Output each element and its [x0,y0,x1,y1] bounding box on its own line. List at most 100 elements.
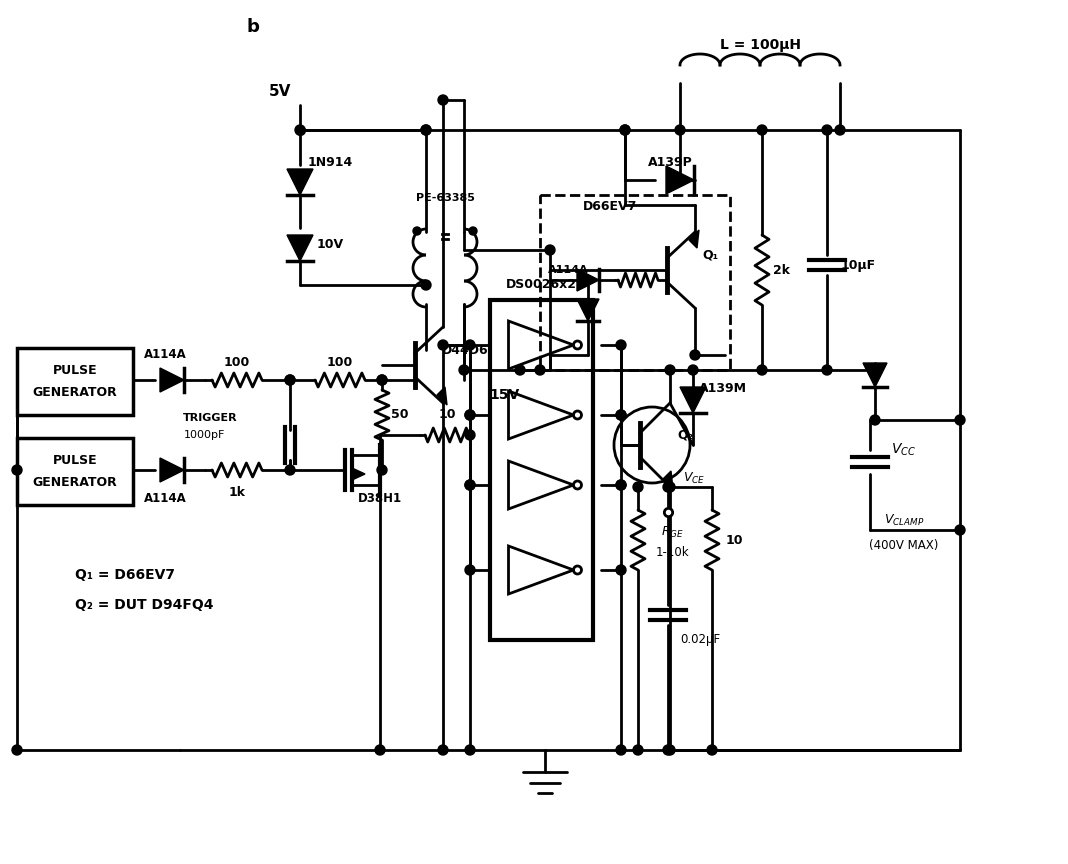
Circle shape [285,375,295,385]
Circle shape [616,480,626,490]
Polygon shape [160,458,184,482]
Circle shape [616,565,626,575]
Text: GENERATOR: GENERATOR [33,386,117,399]
Circle shape [545,245,555,255]
Text: A139P: A139P [647,156,692,168]
Text: 10μF: 10μF [841,258,876,271]
Circle shape [665,365,675,375]
Circle shape [465,745,475,755]
Circle shape [955,415,965,425]
Circle shape [465,565,475,575]
Text: 2k: 2k [773,264,790,276]
Text: 15V: 15V [490,388,520,402]
Polygon shape [352,468,365,480]
Circle shape [465,480,475,490]
Circle shape [465,410,475,420]
Circle shape [438,745,447,755]
Text: Q₂ = DUT D94FQ4: Q₂ = DUT D94FQ4 [75,598,214,612]
Circle shape [690,350,700,360]
Polygon shape [160,368,184,392]
Bar [17,438,134,505]
Text: TRIGGER: TRIGGER [183,413,237,423]
Circle shape [535,365,545,375]
Text: A114A: A114A [143,348,187,361]
Text: $V_{CLAMP}$: $V_{CLAMP}$ [884,512,924,528]
Text: $V_{CE}$: $V_{CE}$ [682,471,705,486]
Text: Q₂: Q₂ [677,429,693,442]
Circle shape [295,125,305,135]
Text: 5V: 5V [269,85,292,99]
Polygon shape [863,363,888,387]
Text: $V_{CC}$: $V_{CC}$ [892,442,916,458]
Text: b: b [247,18,260,36]
Polygon shape [680,387,706,413]
Text: 10: 10 [725,533,742,547]
Circle shape [616,745,626,755]
Circle shape [870,415,880,425]
Text: PULSE: PULSE [52,454,97,467]
Polygon shape [666,166,694,194]
Circle shape [663,745,673,755]
Circle shape [955,525,965,535]
Circle shape [616,480,626,490]
Bar [540,195,731,370]
Circle shape [421,125,431,135]
Text: 100: 100 [327,355,354,369]
Text: D66EV7: D66EV7 [583,200,638,213]
Text: 1-10k: 1-10k [655,545,689,558]
Circle shape [757,125,767,135]
Polygon shape [663,471,673,489]
Circle shape [616,410,626,420]
Text: A114A: A114A [548,265,588,275]
Text: 1k: 1k [229,486,246,499]
Text: (400V MAX): (400V MAX) [869,538,939,551]
Text: Q₁ = D66EV7: Q₁ = D66EV7 [75,568,175,582]
Text: GENERATOR: GENERATOR [33,477,117,490]
Circle shape [465,430,475,440]
Circle shape [413,227,421,235]
Circle shape [663,482,673,492]
Circle shape [377,465,387,475]
Text: PE-63385: PE-63385 [415,193,474,203]
Bar [490,300,593,640]
Text: 50: 50 [391,409,409,422]
Circle shape [616,410,626,420]
Text: 1N914: 1N914 [308,156,352,169]
Circle shape [822,365,832,375]
Circle shape [757,365,767,375]
Text: D44D6: D44D6 [442,344,488,357]
Text: 10: 10 [438,409,456,422]
Circle shape [469,227,477,235]
Polygon shape [437,387,447,405]
Circle shape [459,365,469,375]
Text: A114A: A114A [143,492,187,505]
Circle shape [707,745,717,755]
Circle shape [285,375,295,385]
Text: 0.02μF: 0.02μF [680,633,720,646]
Text: L = 100μH: L = 100μH [720,38,801,52]
Text: PULSE: PULSE [52,364,97,377]
Polygon shape [577,269,599,291]
Circle shape [377,375,387,385]
Circle shape [665,745,675,755]
Circle shape [633,482,643,492]
Circle shape [465,410,475,420]
Circle shape [465,480,475,490]
Circle shape [12,465,22,475]
Circle shape [616,340,626,350]
Circle shape [665,482,675,492]
Circle shape [421,280,431,290]
Circle shape [621,125,630,135]
Circle shape [375,745,384,755]
Circle shape [835,125,845,135]
Circle shape [285,465,295,475]
Circle shape [377,375,387,385]
Text: 100: 100 [224,355,250,369]
Text: 10V: 10V [316,238,344,251]
Text: DS0026x2: DS0026x2 [505,278,577,291]
Circle shape [633,745,643,755]
Circle shape [465,340,475,350]
Circle shape [421,125,431,135]
Circle shape [12,745,22,755]
Circle shape [675,125,685,135]
